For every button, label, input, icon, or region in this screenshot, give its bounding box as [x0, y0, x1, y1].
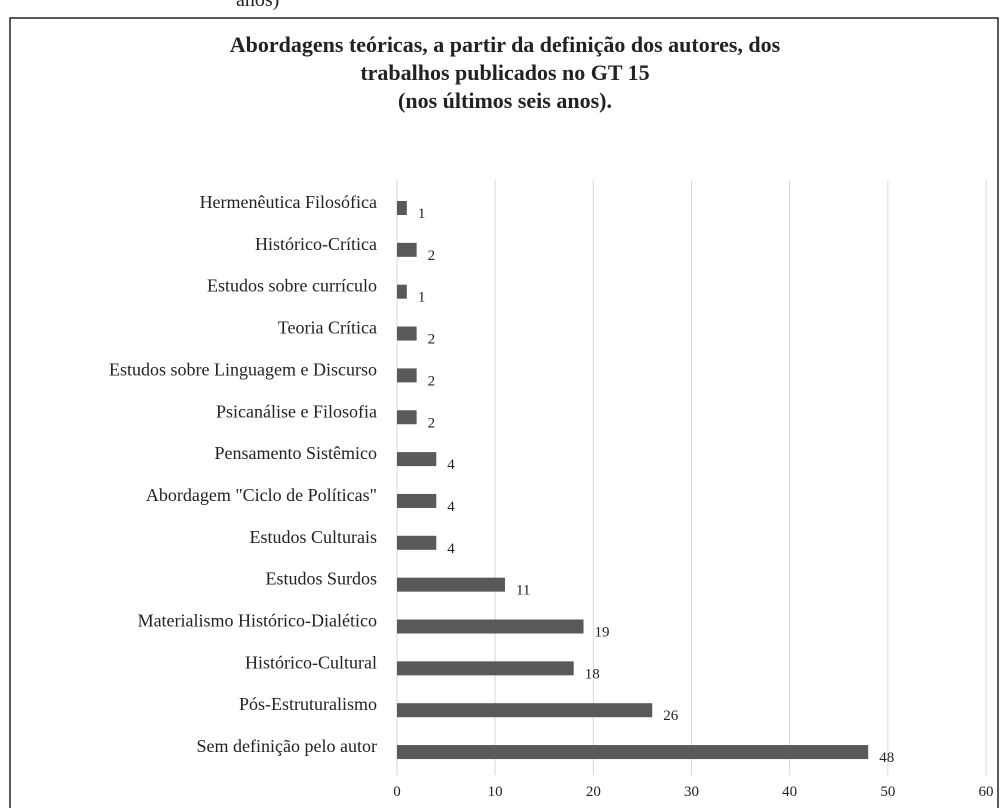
category-label: Pensamento Sistêmico	[215, 443, 377, 463]
category-label: Sem definição pelo autor	[197, 736, 377, 756]
category-label: Histórico-Cultural	[245, 652, 377, 672]
value-label: 2	[428, 373, 436, 389]
x-tick-label: 40	[782, 784, 797, 800]
category-label: Estudos Surdos	[265, 569, 377, 589]
bar	[397, 619, 584, 634]
chart-title: trabalhos publicados no GT 15	[360, 60, 649, 85]
category-label: Histórico-Crítica	[255, 234, 377, 254]
bar	[397, 535, 437, 550]
value-label: 4	[447, 499, 455, 515]
value-label: 19	[595, 625, 610, 641]
bar	[397, 242, 417, 257]
x-tick-label: 0	[393, 784, 401, 800]
bar	[397, 410, 417, 425]
caption-fragment: anos)	[236, 0, 279, 11]
value-label: 48	[879, 750, 894, 766]
value-label: 18	[585, 666, 600, 682]
chart-title: Abordagens teóricas, a partir da definiç…	[230, 32, 781, 57]
category-label: Pós-Estruturalismo	[239, 694, 377, 714]
category-label: Hermenêutica Filosófica	[200, 192, 377, 212]
value-label: 4	[447, 541, 455, 557]
chart-title: (nos últimos seis anos).	[398, 88, 612, 113]
category-label: Estudos Culturais	[249, 527, 377, 547]
category-label: Estudos sobre currículo	[207, 276, 377, 296]
category-label: Materialismo Histórico-Dialético	[138, 611, 377, 631]
value-label: 11	[516, 583, 530, 599]
category-label: Abordagem "Ciclo de Políticas"	[146, 485, 377, 505]
bar	[397, 493, 437, 508]
bar	[397, 452, 437, 467]
x-tick-label: 60	[979, 784, 994, 800]
category-label: Teoria Crítica	[278, 318, 377, 338]
bar	[397, 326, 417, 341]
chart-border	[9, 17, 999, 808]
category-label: Estudos sobre Linguagem e Discurso	[109, 359, 377, 379]
x-tick-label: 50	[880, 784, 895, 800]
bar	[397, 745, 869, 760]
x-tick-label: 20	[586, 784, 601, 800]
value-label: 1	[418, 206, 426, 222]
bar	[397, 577, 505, 592]
value-label: 2	[428, 248, 436, 264]
bar	[397, 703, 653, 718]
value-label: 2	[428, 332, 436, 348]
category-label: Psicanálise e Filosofia	[216, 401, 377, 421]
x-tick-label: 10	[488, 784, 503, 800]
value-label: 1	[418, 290, 426, 306]
bar	[397, 284, 407, 299]
value-label: 26	[663, 708, 679, 724]
x-tick-label: 30	[684, 784, 699, 800]
bar	[397, 661, 574, 676]
value-label: 4	[447, 457, 455, 473]
bar	[397, 368, 417, 383]
bar	[397, 201, 407, 215]
value-label: 2	[428, 415, 436, 431]
